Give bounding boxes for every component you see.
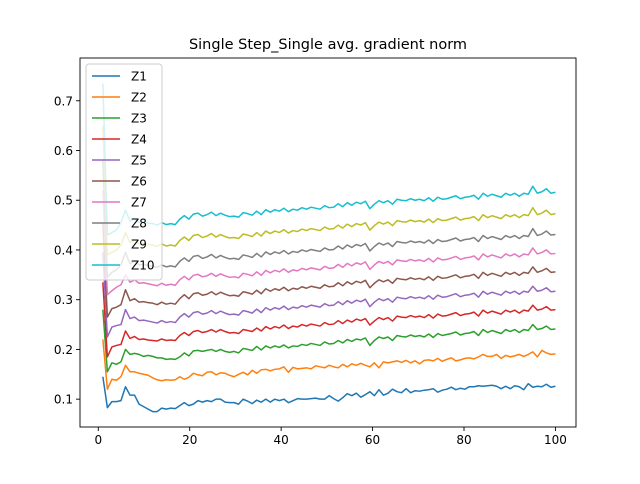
series-line-z6 — [102, 222, 556, 318]
y-tick-label: 0.6 — [54, 144, 73, 158]
chart-title: Single Step_Single avg. gradient norm — [189, 37, 467, 53]
legend-label: Z6 — [131, 175, 147, 189]
y-tick-label: 0.4 — [54, 243, 73, 257]
series-line-z8 — [102, 160, 556, 279]
y-tick-label: 0.7 — [54, 94, 73, 108]
series-line-z3 — [102, 309, 556, 373]
y-tick-label: 0.5 — [54, 194, 73, 208]
legend-label: Z5 — [131, 154, 147, 168]
series-line-z2 — [102, 339, 556, 390]
x-tick-label: 100 — [544, 433, 567, 447]
series-line-z9 — [102, 125, 556, 256]
legend-label: Z8 — [131, 217, 147, 231]
x-tick-label: 80 — [456, 433, 471, 447]
legend-label: Z2 — [131, 91, 147, 105]
legend-label: Z4 — [131, 133, 147, 147]
x-tick-label: 20 — [182, 433, 197, 447]
x-tick-label: 40 — [274, 433, 289, 447]
series-layer — [102, 83, 556, 413]
x-axis: 0 20 40 60 80 100 — [94, 427, 567, 447]
series-line-z5 — [102, 252, 556, 338]
legend-label: Z7 — [131, 196, 147, 210]
series-line-z10 — [102, 83, 556, 236]
plot-frame — [79, 57, 577, 428]
series-line-z4 — [102, 282, 556, 358]
x-tick-label: 60 — [365, 433, 380, 447]
y-tick-label: 0.1 — [54, 393, 73, 407]
y-tick-label: 0.2 — [54, 343, 73, 357]
legend: Z1 Z2 Z3 Z4 Z5 Z6 Z7 Z8 Z9 Z10 — [85, 63, 163, 281]
y-tick-label: 0.3 — [54, 293, 73, 307]
legend-label: Z3 — [131, 112, 147, 126]
series-line-z7 — [102, 190, 556, 296]
y-axis: 0.1 0.2 0.3 0.4 0.5 0.6 0.7 — [54, 94, 80, 407]
legend-label: Z10 — [131, 259, 155, 273]
legend-label: Z1 — [131, 70, 147, 84]
series-line-z1 — [102, 376, 556, 413]
x-tick-label: 0 — [94, 433, 102, 447]
legend-label: Z9 — [131, 238, 147, 252]
